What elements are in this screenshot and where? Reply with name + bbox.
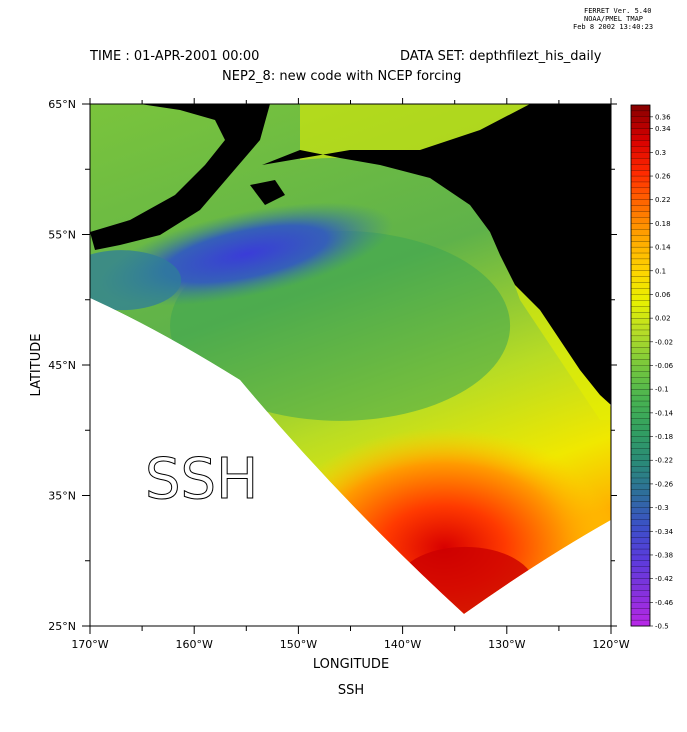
ferret-version: FERRET Ver. 5.40 <box>584 7 651 15</box>
colorbar-label: 0.06 <box>655 291 671 299</box>
footer-label: SSH <box>338 683 364 698</box>
x-tick-label: 140°W <box>384 638 421 651</box>
colorbar-label: 0.14 <box>655 244 671 252</box>
x-tick-label: 120°W <box>592 638 629 651</box>
colorbar-label: -0.34 <box>655 528 674 536</box>
x-tick-label: 160°W <box>176 638 213 651</box>
colorbar-label: 0.22 <box>655 196 671 204</box>
colorbar-label: 0.18 <box>655 220 671 228</box>
colorbar-label: -0.38 <box>655 551 673 559</box>
ssh-annotation: SSH <box>145 447 258 512</box>
colorbar-label: 0.26 <box>655 173 671 181</box>
organization: NOAA/PMEL TMAP <box>584 15 643 23</box>
y-tick-label: 65°N <box>48 98 76 111</box>
colorbar: 0.36 0.34 0.3 0.26 0.22 0.18 0.14 0.1 0.06 0.02 -0… <box>630 104 674 631</box>
x-tick-label: 150°W <box>280 638 317 651</box>
y-axis-label: LATITUDE <box>29 334 44 397</box>
timestamp: Feb 8 2002 13:40:23 <box>573 23 653 31</box>
colorbar-label: -0.1 <box>655 386 669 394</box>
dataset-label: DATA SET: depthfilezt_his_daily <box>400 49 602 64</box>
y-tick-label: 35°N <box>48 490 76 503</box>
colorbar-label: 0.34 <box>655 125 671 133</box>
time-label: TIME : 01-APR-2001 00:00 <box>89 49 259 64</box>
colorbar-label: -0.42 <box>655 575 673 583</box>
colorbar-label: -0.18 <box>655 433 673 441</box>
x-axis-label: LONGITUDE <box>313 657 389 672</box>
y-tick-label: 25°N <box>48 620 76 633</box>
colorbar-label: 0.02 <box>655 315 671 323</box>
colorbar-label: -0.3 <box>655 504 669 512</box>
colorbar-label: -0.02 <box>655 338 673 346</box>
colorbar-label: 0.1 <box>655 267 666 275</box>
colorbar-label: -0.5 <box>655 623 669 631</box>
plot-title: NEP2_8: new code with NCEP forcing <box>222 69 461 84</box>
colorbar-label: 0.36 <box>655 113 671 121</box>
x-tick-label: 130°W <box>488 638 525 651</box>
y-tick-label: 55°N <box>48 229 76 242</box>
colorbar-label: 0.3 <box>655 149 666 157</box>
land-mask-3 <box>250 180 285 205</box>
colorbar-label: -0.06 <box>655 362 674 370</box>
land-mask-1 <box>90 104 270 250</box>
colorbar-label: -0.26 <box>655 480 674 488</box>
map-area <box>90 104 611 626</box>
land-mask-2 <box>262 104 611 405</box>
y-tick-label: 45°N <box>48 359 76 372</box>
colorbar-label: -0.46 <box>655 599 674 607</box>
axes: 170°W 160°W 150°W 140°W 130°W 120°W 25°N 35°N 45… <box>48 98 630 651</box>
x-tick-label: 170°W <box>71 638 108 651</box>
colorbar-label: -0.14 <box>655 409 674 417</box>
colorbar-label: -0.22 <box>655 457 673 465</box>
